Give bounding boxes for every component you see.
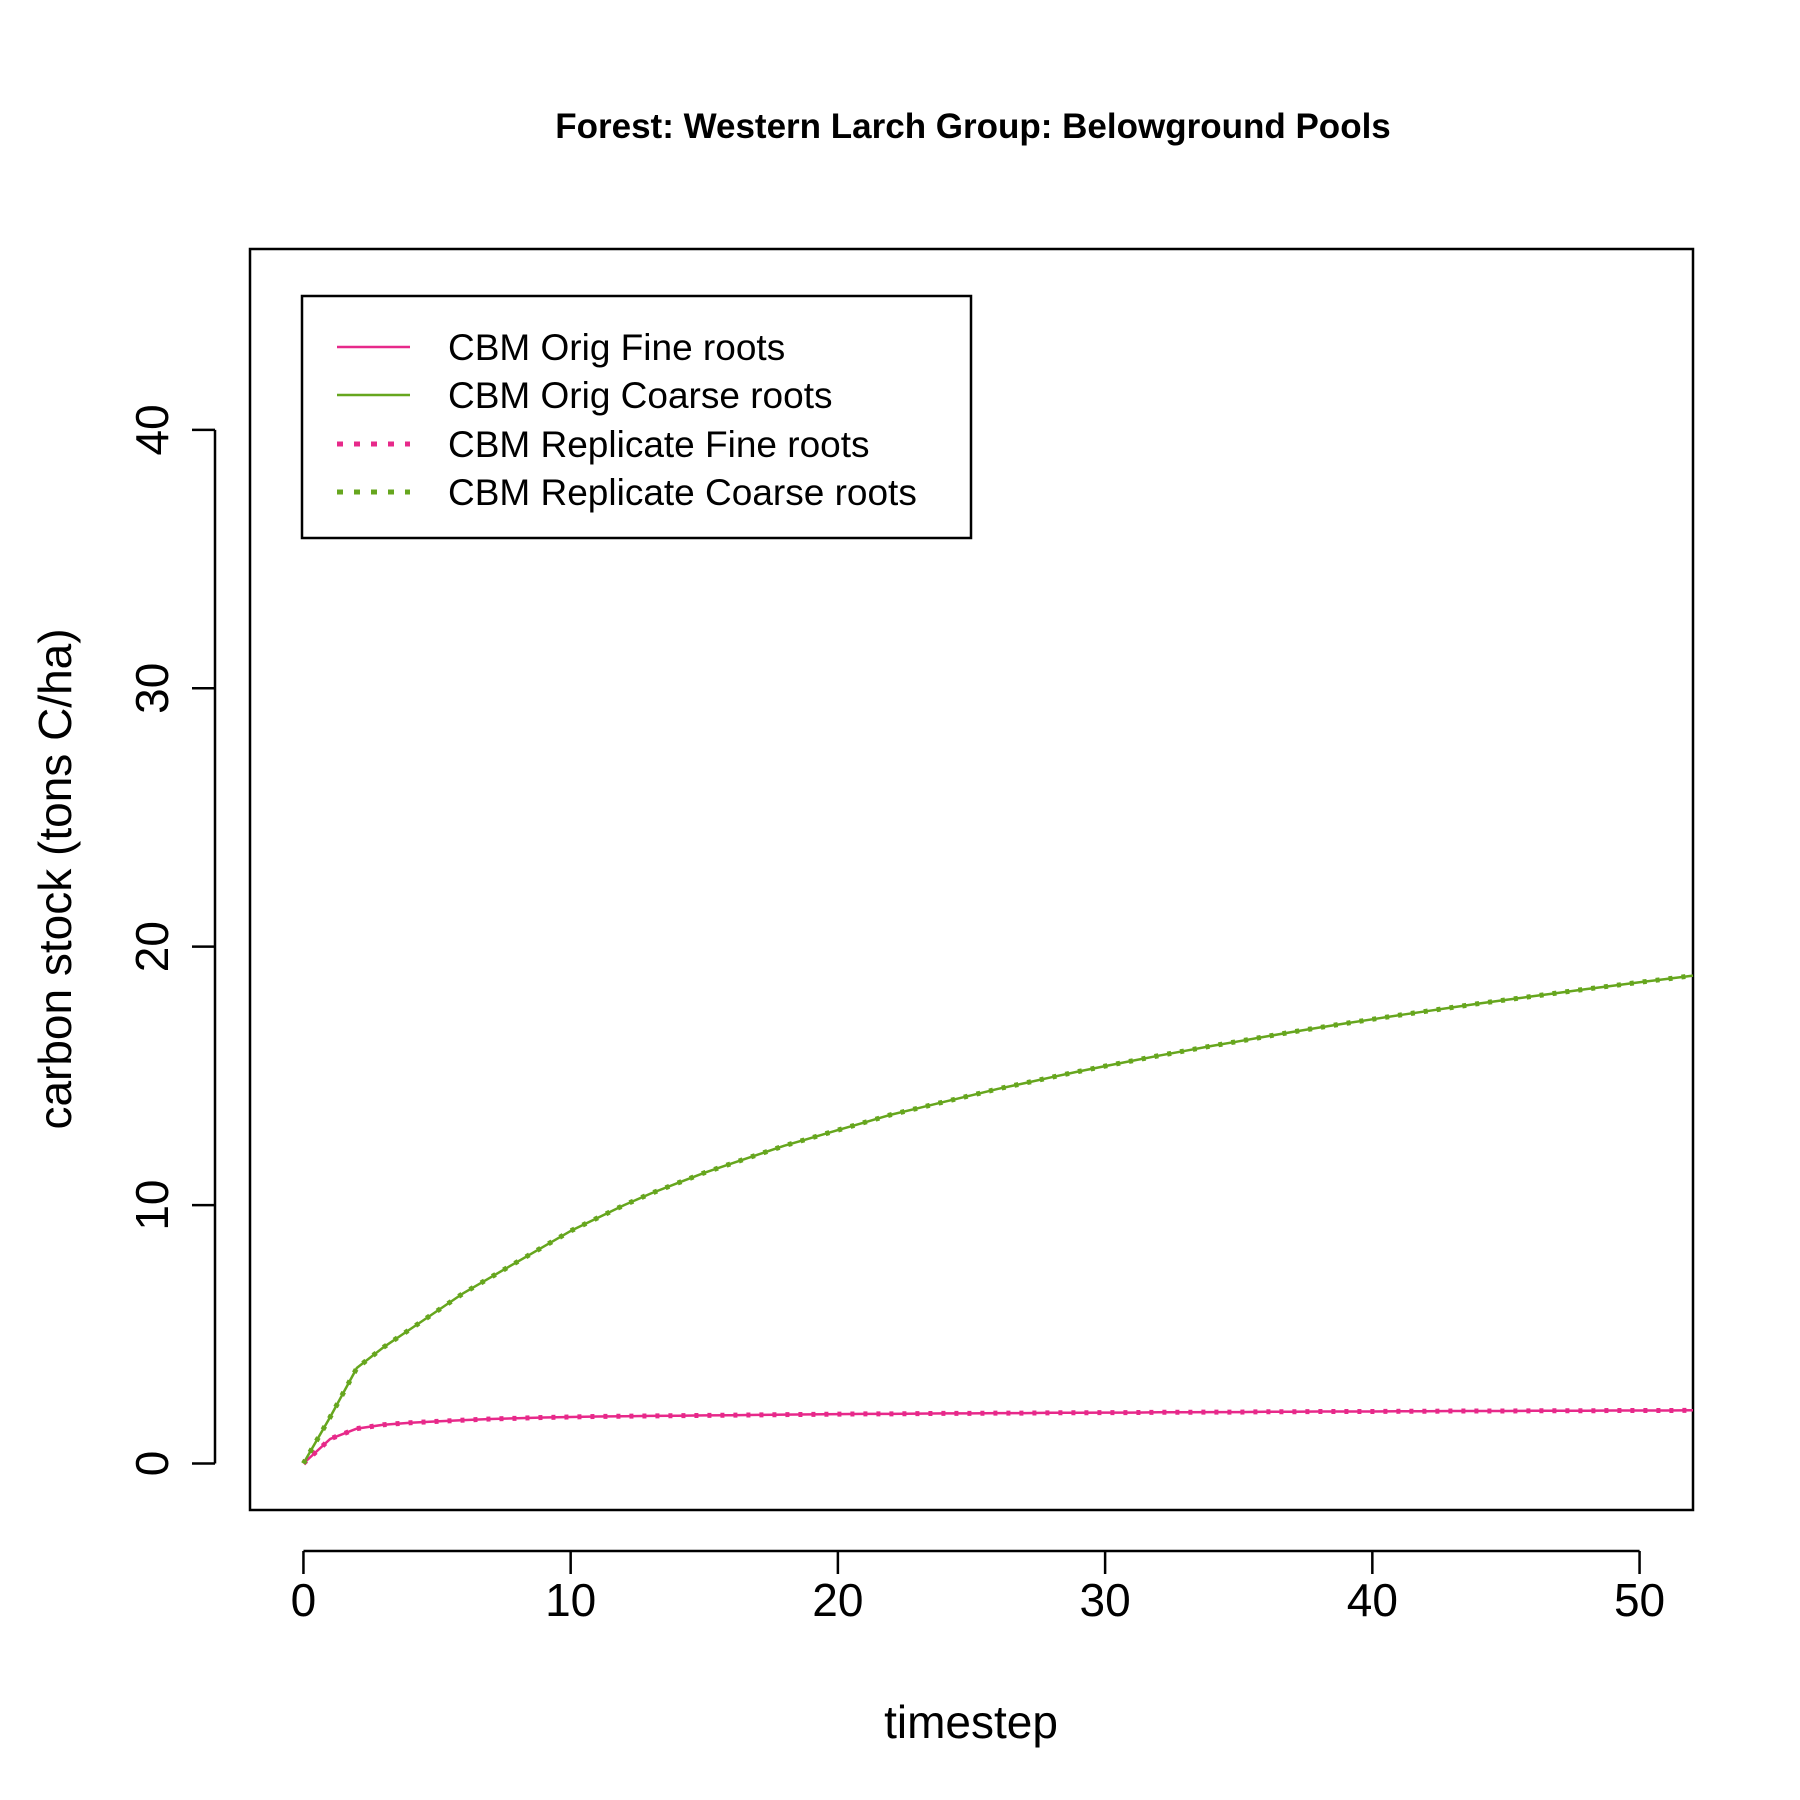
- x-tick-label: 30: [1080, 1574, 1131, 1626]
- series-line-3: [301, 973, 1694, 1465]
- y-tick-label: 40: [126, 404, 178, 455]
- legend-label-0: CBM Orig Fine roots: [448, 327, 785, 368]
- legend: CBM Orig Fine roots CBM Orig Coarse roots…: [300, 294, 973, 540]
- y-tick-label: 0: [126, 1451, 178, 1477]
- x-tick-label: 10: [545, 1574, 596, 1626]
- series-line-1: [302, 974, 1694, 1465]
- x-tick-label: 20: [812, 1574, 863, 1626]
- y-tick-label: 30: [126, 663, 178, 714]
- y-tick-label: 10: [126, 1180, 178, 1231]
- y-axis: 0 10 20 30 40: [126, 404, 217, 1477]
- legend-box: [300, 294, 973, 540]
- series-layer: [301, 973, 1694, 1466]
- y-tick-label: 20: [126, 921, 178, 972]
- y-axis-label: carbon stock (tons C/ha): [29, 628, 81, 1129]
- x-tick-label: 50: [1614, 1574, 1665, 1626]
- chart-title: Forest: Western Larch Group: Belowground…: [555, 107, 1391, 146]
- legend-label-2: CBM Replicate Fine roots: [448, 424, 870, 465]
- x-axis: 0 10 20 30 40 50: [291, 1549, 1665, 1626]
- legend-label-3: CBM Replicate Coarse roots: [448, 472, 917, 513]
- series-line-0: [302, 1409, 1694, 1465]
- x-axis-label: timestep: [884, 1696, 1058, 1748]
- legend-label-1: CBM Orig Coarse roots: [448, 375, 833, 416]
- x-tick-label: 40: [1347, 1574, 1398, 1626]
- x-tick-label: 0: [291, 1574, 317, 1626]
- plot-frame: [248, 247, 1695, 1512]
